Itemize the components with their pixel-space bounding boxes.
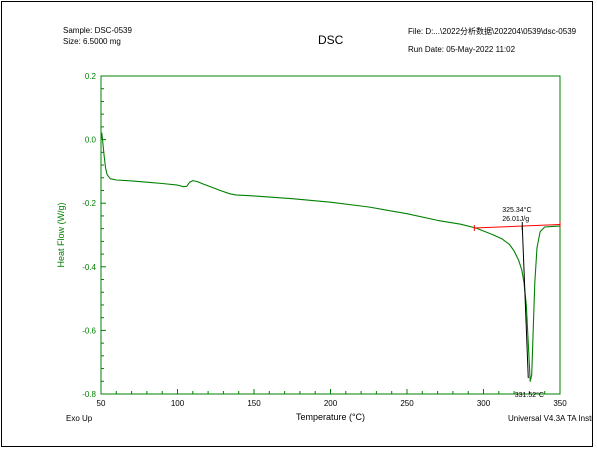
x-tick-label: 350 bbox=[553, 399, 567, 408]
y-tick-label: -0.2 bbox=[82, 199, 96, 208]
onset-tangent-line bbox=[521, 226, 529, 379]
sample-size-label: Size: 6.5000 mg bbox=[63, 37, 121, 46]
x-tick-label: 250 bbox=[400, 399, 414, 408]
onset-annotation-text: 26.01J/g bbox=[502, 216, 529, 223]
heat-flow-curve bbox=[100, 132, 561, 382]
y-tick-label: 0.0 bbox=[85, 136, 97, 145]
y-tick-label: -0.4 bbox=[82, 263, 96, 272]
y-axis-label: Heat Flow (W/g) bbox=[56, 202, 66, 267]
integration-baseline bbox=[474, 224, 561, 229]
onset-annotation-text: 325.34°C bbox=[502, 206, 531, 214]
x-tick-label: 300 bbox=[477, 399, 491, 408]
x-tick-label: 200 bbox=[324, 399, 338, 408]
x-tick-label: 50 bbox=[97, 399, 106, 408]
series-layer bbox=[100, 132, 561, 382]
annotation-layer: 325.34°C 26.01J/g 331.52°C bbox=[502, 206, 544, 399]
y-tick-label: -0.8 bbox=[82, 390, 96, 399]
exo-up-label: Exo Up bbox=[66, 414, 93, 423]
dsc-chart: 50 100 150 200 250 300 350 0.2 0.0 -0.2 -0.4 -0.6 -… bbox=[56, 72, 567, 422]
x-axis: 50 100 150 200 250 300 350 bbox=[97, 389, 567, 408]
sample-label: Sample: DSC-0539 bbox=[63, 26, 132, 35]
x-tick-label: 150 bbox=[247, 399, 261, 408]
plot-area-border bbox=[100, 75, 561, 395]
file-label: File: D:...\2022分析数据\202204\0539\dsc-053… bbox=[408, 27, 577, 36]
software-version-label: Universal V4.3A TA Instruments bbox=[508, 414, 593, 423]
y-axis: 0.2 0.0 -0.2 -0.4 -0.6 -0.8 bbox=[82, 72, 106, 399]
y-tick-label: -0.6 bbox=[82, 326, 96, 335]
run-date-label: Run Date: 05-May-2022 11:02 bbox=[408, 45, 516, 54]
peak-annotation-text: 331.52°C bbox=[515, 391, 544, 399]
x-tick-label: 100 bbox=[171, 399, 185, 408]
x-axis-label: Temperature (°C) bbox=[296, 412, 365, 422]
chart-title: DSC bbox=[318, 33, 344, 47]
y-tick-label: 0.2 bbox=[85, 72, 97, 81]
